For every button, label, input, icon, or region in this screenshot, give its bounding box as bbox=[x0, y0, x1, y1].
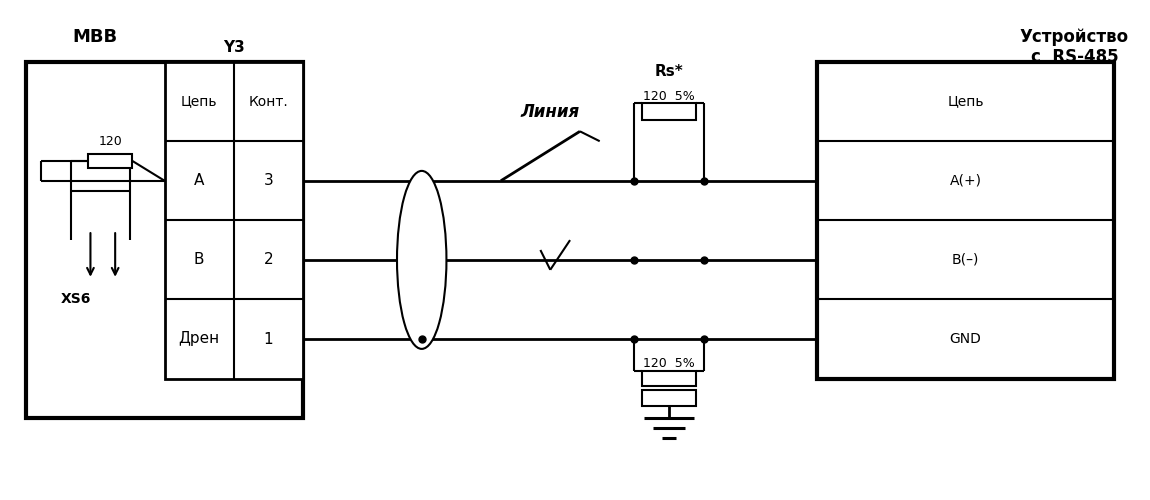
Text: Конт.: Конт. bbox=[248, 94, 289, 108]
Bar bbox=[642, 390, 696, 406]
Bar bbox=[164, 62, 304, 378]
Text: Y3: Y3 bbox=[223, 40, 245, 55]
Text: 3: 3 bbox=[263, 174, 274, 188]
Text: 120  5%: 120 5% bbox=[643, 357, 695, 370]
Text: Rs*: Rs* bbox=[654, 64, 683, 80]
Text: Цепь: Цепь bbox=[181, 94, 217, 108]
Bar bbox=[642, 370, 696, 386]
Text: Линия: Линия bbox=[521, 102, 580, 120]
Text: В(–): В(–) bbox=[952, 253, 980, 267]
Text: 120  5%: 120 5% bbox=[643, 90, 695, 103]
Bar bbox=[818, 62, 1114, 378]
Text: А: А bbox=[194, 174, 205, 188]
Text: МВВ: МВВ bbox=[72, 28, 118, 46]
Bar bbox=[87, 154, 132, 168]
Ellipse shape bbox=[397, 171, 446, 349]
Text: 1: 1 bbox=[263, 332, 274, 346]
Text: XS6: XS6 bbox=[61, 292, 91, 306]
Text: Дрен: Дрен bbox=[178, 332, 220, 346]
Text: Устройство
с  RS-485: Устройство с RS-485 bbox=[1020, 28, 1129, 66]
Text: 2: 2 bbox=[263, 252, 274, 268]
Bar bbox=[642, 102, 696, 120]
Text: В: В bbox=[194, 252, 205, 268]
Text: Цепь: Цепь bbox=[948, 94, 984, 108]
Text: А(+): А(+) bbox=[950, 174, 982, 188]
Text: GND: GND bbox=[950, 332, 982, 346]
Text: 120: 120 bbox=[99, 134, 122, 147]
Bar bbox=[26, 62, 304, 418]
